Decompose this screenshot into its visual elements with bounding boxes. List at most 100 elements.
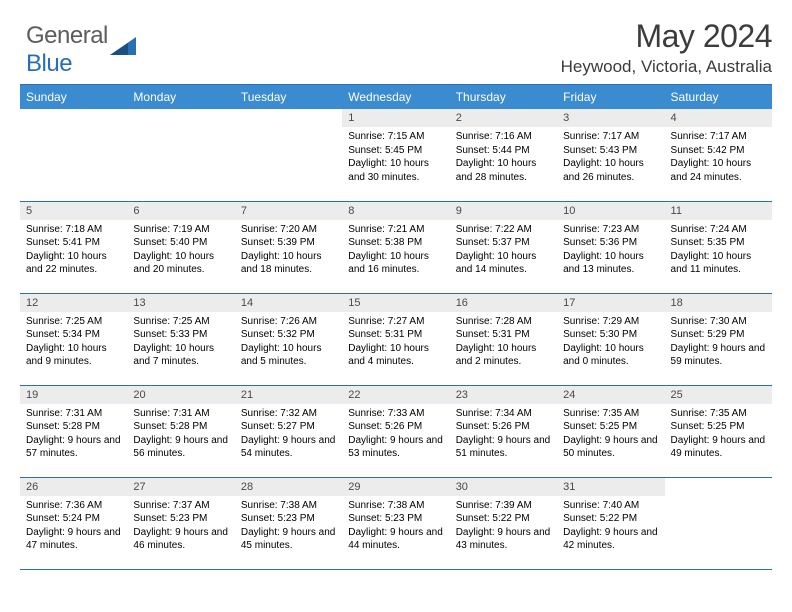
day-number: 25: [665, 386, 772, 404]
weekday-header: Monday: [127, 85, 234, 110]
day-number: 7: [235, 202, 342, 220]
day-number: 29: [342, 478, 449, 496]
sunset: Sunset: 5:33 PM: [133, 328, 228, 342]
sunset: Sunset: 5:44 PM: [456, 144, 551, 158]
calendar-cell: 16Sunrise: 7:28 AMSunset: 5:31 PMDayligh…: [450, 293, 557, 385]
day-number: 6: [127, 202, 234, 220]
day-detail: Sunrise: 7:36 AMSunset: 5:24 PMDaylight:…: [20, 496, 127, 555]
daylight: Daylight: 9 hours and 49 minutes.: [671, 434, 766, 461]
day-detail: Sunrise: 7:18 AMSunset: 5:41 PMDaylight:…: [20, 220, 127, 279]
sunset: Sunset: 5:39 PM: [241, 236, 336, 250]
calendar-cell: 15Sunrise: 7:27 AMSunset: 5:31 PMDayligh…: [342, 293, 449, 385]
sunset: Sunset: 5:23 PM: [241, 512, 336, 526]
calendar-cell: 21Sunrise: 7:32 AMSunset: 5:27 PMDayligh…: [235, 385, 342, 477]
day-number: 15: [342, 294, 449, 312]
sunset: Sunset: 5:32 PM: [241, 328, 336, 342]
day-number: 10: [557, 202, 664, 220]
sunrise: Sunrise: 7:31 AM: [133, 407, 228, 421]
weekday-header: Sunday: [20, 85, 127, 110]
day-detail: Sunrise: 7:24 AMSunset: 5:35 PMDaylight:…: [665, 220, 772, 279]
calendar-table: Sunday Monday Tuesday Wednesday Thursday…: [20, 84, 772, 570]
sunrise: Sunrise: 7:25 AM: [133, 315, 228, 329]
day-number: 4: [665, 109, 772, 127]
day-number: 12: [20, 294, 127, 312]
sunset: Sunset: 5:37 PM: [456, 236, 551, 250]
daylight: Daylight: 9 hours and 51 minutes.: [456, 434, 551, 461]
day-detail: Sunrise: 7:34 AMSunset: 5:26 PMDaylight:…: [450, 404, 557, 463]
calendar-cell: 14Sunrise: 7:26 AMSunset: 5:32 PMDayligh…: [235, 293, 342, 385]
calendar-cell: 22Sunrise: 7:33 AMSunset: 5:26 PMDayligh…: [342, 385, 449, 477]
calendar-cell: 25Sunrise: 7:35 AMSunset: 5:25 PMDayligh…: [665, 385, 772, 477]
sunrise: Sunrise: 7:20 AM: [241, 223, 336, 237]
day-number: 27: [127, 478, 234, 496]
sunset: Sunset: 5:30 PM: [563, 328, 658, 342]
calendar-cell: 30Sunrise: 7:39 AMSunset: 5:22 PMDayligh…: [450, 477, 557, 569]
logo: General Blue: [26, 22, 138, 78]
triangle-icon: [110, 35, 138, 62]
sunrise: Sunrise: 7:17 AM: [563, 130, 658, 144]
day-number: 14: [235, 294, 342, 312]
day-detail: Sunrise: 7:15 AMSunset: 5:45 PMDaylight:…: [342, 127, 449, 186]
weekday-header: Thursday: [450, 85, 557, 110]
day-detail: Sunrise: 7:17 AMSunset: 5:43 PMDaylight:…: [557, 127, 664, 186]
weekday-header: Friday: [557, 85, 664, 110]
day-detail: Sunrise: 7:29 AMSunset: 5:30 PMDaylight:…: [557, 312, 664, 371]
sunset: Sunset: 5:23 PM: [348, 512, 443, 526]
daylight: Daylight: 10 hours and 5 minutes.: [241, 342, 336, 369]
day-number: 13: [127, 294, 234, 312]
calendar-cell: ·: [235, 109, 342, 201]
day-number: 23: [450, 386, 557, 404]
daylight: Daylight: 10 hours and 11 minutes.: [671, 250, 766, 277]
day-number: 26: [20, 478, 127, 496]
sunset: Sunset: 5:26 PM: [456, 420, 551, 434]
sunrise: Sunrise: 7:40 AM: [563, 499, 658, 513]
calendar-cell: 2Sunrise: 7:16 AMSunset: 5:44 PMDaylight…: [450, 109, 557, 201]
calendar-cell: 10Sunrise: 7:23 AMSunset: 5:36 PMDayligh…: [557, 201, 664, 293]
calendar-body: ···1Sunrise: 7:15 AMSunset: 5:45 PMDayli…: [20, 109, 772, 569]
day-number: 16: [450, 294, 557, 312]
sunrise: Sunrise: 7:17 AM: [671, 130, 766, 144]
day-number: 30: [450, 478, 557, 496]
daylight: Daylight: 10 hours and 4 minutes.: [348, 342, 443, 369]
sunset: Sunset: 5:35 PM: [671, 236, 766, 250]
day-detail: Sunrise: 7:38 AMSunset: 5:23 PMDaylight:…: [235, 496, 342, 555]
sunset: Sunset: 5:45 PM: [348, 144, 443, 158]
daylight: Daylight: 10 hours and 14 minutes.: [456, 250, 551, 277]
day-detail: Sunrise: 7:28 AMSunset: 5:31 PMDaylight:…: [450, 312, 557, 371]
sunset: Sunset: 5:28 PM: [133, 420, 228, 434]
day-detail: Sunrise: 7:25 AMSunset: 5:34 PMDaylight:…: [20, 312, 127, 371]
sunrise: Sunrise: 7:28 AM: [456, 315, 551, 329]
daylight: Daylight: 9 hours and 59 minutes.: [671, 342, 766, 369]
calendar-cell: 19Sunrise: 7:31 AMSunset: 5:28 PMDayligh…: [20, 385, 127, 477]
daylight: Daylight: 10 hours and 30 minutes.: [348, 157, 443, 184]
sunset: Sunset: 5:40 PM: [133, 236, 228, 250]
daylight: Daylight: 9 hours and 43 minutes.: [456, 526, 551, 553]
daylight: Daylight: 10 hours and 16 minutes.: [348, 250, 443, 277]
sunrise: Sunrise: 7:31 AM: [26, 407, 121, 421]
calendar-row: 19Sunrise: 7:31 AMSunset: 5:28 PMDayligh…: [20, 385, 772, 477]
day-detail: Sunrise: 7:22 AMSunset: 5:37 PMDaylight:…: [450, 220, 557, 279]
sunrise: Sunrise: 7:34 AM: [456, 407, 551, 421]
sunset: Sunset: 5:22 PM: [563, 512, 658, 526]
day-number: 8: [342, 202, 449, 220]
weekday-header: Saturday: [665, 85, 772, 110]
day-number: 28: [235, 478, 342, 496]
sunrise: Sunrise: 7:35 AM: [563, 407, 658, 421]
weekday-header: Tuesday: [235, 85, 342, 110]
daylight: Daylight: 9 hours and 45 minutes.: [241, 526, 336, 553]
daylight: Daylight: 9 hours and 46 minutes.: [133, 526, 228, 553]
sunset: Sunset: 5:22 PM: [456, 512, 551, 526]
calendar-cell: 18Sunrise: 7:30 AMSunset: 5:29 PMDayligh…: [665, 293, 772, 385]
sunrise: Sunrise: 7:38 AM: [348, 499, 443, 513]
sunrise: Sunrise: 7:27 AM: [348, 315, 443, 329]
day-detail: Sunrise: 7:23 AMSunset: 5:36 PMDaylight:…: [557, 220, 664, 279]
sunrise: Sunrise: 7:15 AM: [348, 130, 443, 144]
day-number: 11: [665, 202, 772, 220]
calendar-cell: 12Sunrise: 7:25 AMSunset: 5:34 PMDayligh…: [20, 293, 127, 385]
day-number: 24: [557, 386, 664, 404]
sunset: Sunset: 5:38 PM: [348, 236, 443, 250]
calendar-row: 26Sunrise: 7:36 AMSunset: 5:24 PMDayligh…: [20, 477, 772, 569]
sunset: Sunset: 5:28 PM: [26, 420, 121, 434]
sunset: Sunset: 5:26 PM: [348, 420, 443, 434]
sunrise: Sunrise: 7:25 AM: [26, 315, 121, 329]
